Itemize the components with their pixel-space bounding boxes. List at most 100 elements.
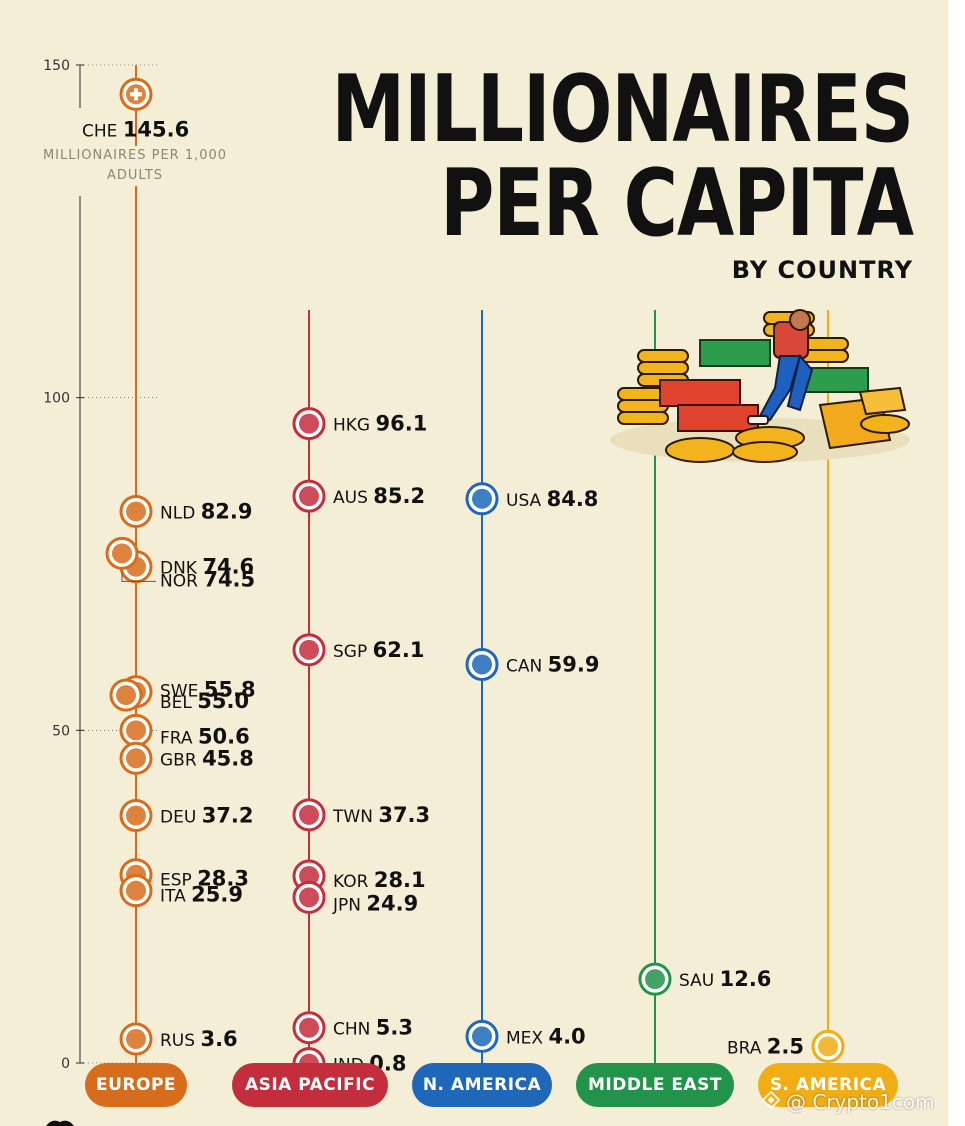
region-pill-europe: EUROPE	[85, 1063, 187, 1107]
data-point-can: CAN 59.9	[465, 647, 599, 681]
data-point-mex: MEX 4.0	[465, 1019, 586, 1053]
value-label: 12.6	[720, 967, 772, 991]
corner-logo	[46, 1120, 74, 1126]
flag-fill-sgp	[299, 639, 319, 660]
region-pill-n-america: N. AMERICA	[412, 1063, 552, 1107]
point-label-kor: KOR 28.1	[333, 868, 426, 892]
flag-fill-hkg	[299, 413, 319, 434]
data-point-rus: RUS 3.6	[119, 1022, 238, 1056]
region-pill-asia-pacific: ASIA PACIFIC	[232, 1063, 388, 1107]
y-tick-label: 150	[43, 58, 70, 74]
gold-cash-illustration	[610, 309, 910, 463]
flag-fill-can	[472, 654, 492, 675]
loose-coins	[665, 414, 910, 463]
country-code: SWE	[160, 682, 204, 702]
gold-bars	[818, 386, 907, 450]
country-code: NLD	[160, 503, 201, 523]
data-point-usa: USA 84.8	[465, 482, 598, 516]
value-label: 62.1	[373, 638, 425, 662]
page-subtitle: BY COUNTRY	[731, 256, 913, 284]
country-code: HKG	[333, 416, 376, 436]
country-code: CHN	[333, 1020, 376, 1040]
y-axis: 0 50 100 150	[43, 58, 160, 1072]
data-point-hkg: HKG 96.1	[292, 407, 427, 441]
point-label-deu: DEU 37.2	[160, 803, 254, 827]
data-point-nor: NOR 74.5	[105, 536, 255, 591]
value-label: 2.5	[767, 1034, 804, 1058]
point-label-can: CAN 59.9	[506, 652, 599, 676]
value-label: 55.8	[204, 678, 256, 702]
value-label: 45.8	[202, 746, 254, 770]
flag-fill-nor	[112, 543, 132, 564]
cash-bundles	[659, 339, 869, 432]
value-label: 3.6	[200, 1027, 237, 1051]
country-code: SAU	[679, 971, 720, 991]
data-point-deu: DEU 37.2	[119, 798, 254, 832]
country-code: DEU	[160, 807, 202, 827]
value-label: 4.0	[548, 1024, 585, 1048]
data-point-sgp: SGP 62.1	[292, 633, 425, 667]
data-point-jpn: JPN 24.9	[292, 880, 418, 915]
data-point-bra: BRA 2.5	[727, 1029, 845, 1063]
country-code: MEX	[506, 1028, 548, 1048]
value-label: 82.9	[201, 499, 253, 523]
value-label: 37.2	[202, 803, 254, 827]
flag-fill-nld	[126, 501, 146, 522]
y-tick-label: 50	[52, 723, 70, 739]
country-code: USA	[506, 491, 547, 511]
flag-fill-kor	[299, 866, 319, 887]
value-label: 24.9	[366, 891, 418, 915]
value-label: 28.3	[197, 867, 249, 891]
flag-fill-gbr	[126, 748, 146, 769]
value-label: 74.5	[203, 567, 255, 591]
y-axis-label: MILLIONAIRES PER 1,000 ADULTS	[40, 146, 230, 186]
gold-coin-stack-right	[763, 311, 849, 363]
country-code: JPN	[332, 895, 366, 915]
y-tick-label: 100	[43, 391, 70, 407]
region-pill-middle-east: MIDDLE EAST	[576, 1063, 734, 1107]
flag-fill-ita	[126, 880, 146, 901]
value-label: 5.3	[376, 1016, 413, 1040]
flag-fill-chn	[299, 1017, 319, 1038]
data-point-twn: TWN 37.3	[292, 798, 430, 832]
point-label-swe: SWE 55.8	[160, 678, 256, 702]
point-label-esp: ESP 28.3	[160, 867, 249, 891]
watermark-text: @ Crypto1com	[786, 1090, 935, 1114]
flag-fill-usa	[472, 488, 492, 509]
country-code: TWN	[332, 807, 378, 827]
person-figure	[747, 309, 814, 425]
point-label-bra: BRA 2.5	[727, 1034, 804, 1058]
data-point-aus: AUS 85.2	[292, 479, 425, 513]
point-label-hkg: HKG 96.1	[333, 412, 427, 436]
point-label-rus: RUS 3.6	[160, 1027, 238, 1051]
flag-fill-bra	[818, 1036, 838, 1057]
point-label-usa: USA 84.8	[506, 487, 598, 511]
country-code: DNK	[160, 559, 202, 579]
value-label: 25.9	[191, 883, 243, 907]
region-pill-s-america: S. AMERICA	[758, 1063, 898, 1107]
point-label-mex: MEX 4.0	[506, 1024, 586, 1048]
point-label-jpn: JPN 24.9	[332, 891, 418, 915]
point-label-che: CHE 145.6	[82, 117, 189, 141]
flag-fill-deu	[126, 805, 146, 826]
value-label: 59.9	[548, 652, 600, 676]
page-title-line1: MILLIONAIRES	[331, 56, 914, 164]
point-label-nor: NOR 74.5	[160, 567, 255, 591]
country-code: NOR	[160, 571, 203, 591]
data-point-sau: SAU 12.6	[638, 962, 771, 996]
flag-fill-jpn	[299, 887, 319, 908]
data-point-nld: NLD 82.9	[119, 494, 253, 528]
country-code: ITA	[160, 887, 191, 907]
country-code: BEL	[160, 693, 197, 713]
data-point-fra: FRA 50.6	[119, 713, 250, 748]
point-label-sau: SAU 12.6	[679, 967, 771, 991]
country-code: FRA	[160, 728, 198, 748]
point-label-ita: ITA 25.9	[160, 883, 243, 907]
flag-fill-aus	[299, 486, 319, 507]
watermark-logo-icon	[762, 1091, 780, 1109]
value-label: 84.8	[547, 487, 599, 511]
data-point-che: CHE 145.6	[82, 77, 189, 141]
country-code: AUS	[333, 488, 373, 508]
country-code: SGP	[333, 642, 373, 662]
